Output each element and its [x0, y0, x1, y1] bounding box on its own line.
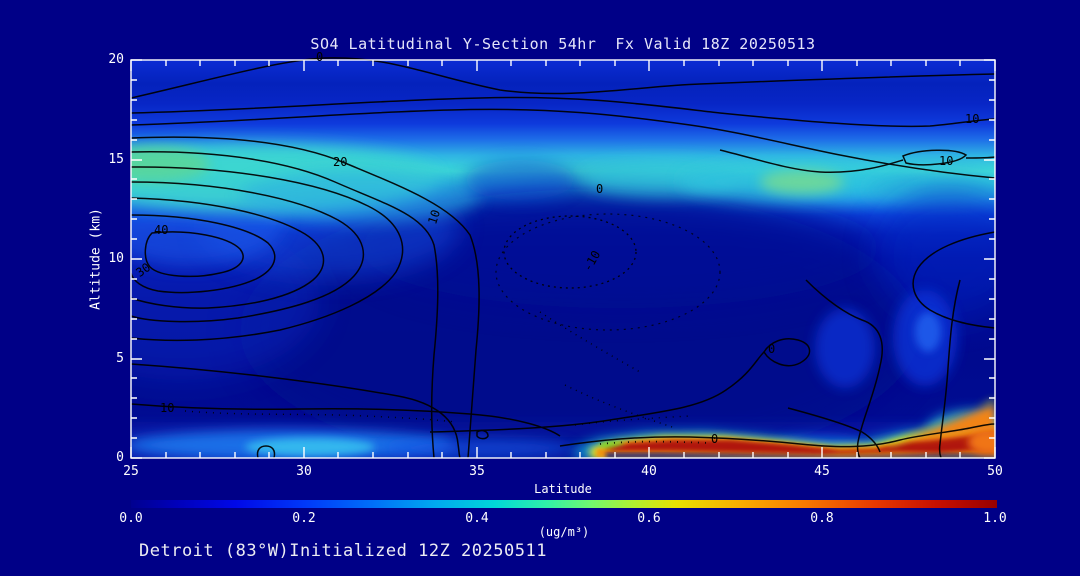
contour-label: 40 [154, 223, 169, 237]
contour-label: 0 [596, 182, 604, 196]
colorbar-tick-label: 0.0 [119, 511, 143, 526]
contour-label: 20 [333, 155, 348, 169]
colorbar [131, 500, 997, 508]
contour-label: 10 [965, 112, 980, 126]
colorbar-tick-label: 1.0 [983, 511, 1007, 526]
x-tick-label: 40 [641, 464, 657, 479]
colorbar-units-label: (ug/m³) [538, 525, 590, 539]
x-tick-label: 35 [469, 464, 485, 479]
filled-contour-field [131, 60, 995, 458]
x-tick-label: 45 [814, 464, 830, 479]
y-tick-label: 0 [116, 450, 124, 465]
colorbar-tick-label: 0.6 [637, 511, 661, 526]
x-tick-label: 30 [296, 464, 312, 479]
contour-label: 10 [939, 154, 954, 168]
plot-frame-and-ticks [130, 59, 996, 459]
x-tick-label: 25 [123, 464, 139, 479]
init-annotation: Detroit (83°W)Initialized 12Z 20250511 [139, 541, 547, 561]
y-tick-label: 5 [116, 351, 124, 366]
colorbar-tick-label: 0.2 [292, 511, 316, 526]
contour-label: 0 [768, 342, 776, 356]
x-axis-label: Latitude [534, 482, 592, 496]
colorbar-tick-label: 0.8 [810, 511, 834, 526]
y-tick-label: 20 [108, 52, 124, 67]
y-tick-label: 10 [108, 251, 124, 266]
dotted-contour-lines [184, 213, 721, 445]
x-tick-label: 50 [987, 464, 1003, 479]
contour-label: 10 [160, 401, 175, 415]
plot-title: SO4 Latitudinal Y-Section 54hr Fx Valid … [310, 35, 816, 53]
contour-label: 0 [316, 50, 324, 64]
colorbar-tick-label: 0.4 [465, 511, 489, 526]
contour-lines [130, 57, 996, 459]
y-tick-label: 15 [108, 152, 124, 167]
contour-label: 0 [711, 432, 719, 446]
